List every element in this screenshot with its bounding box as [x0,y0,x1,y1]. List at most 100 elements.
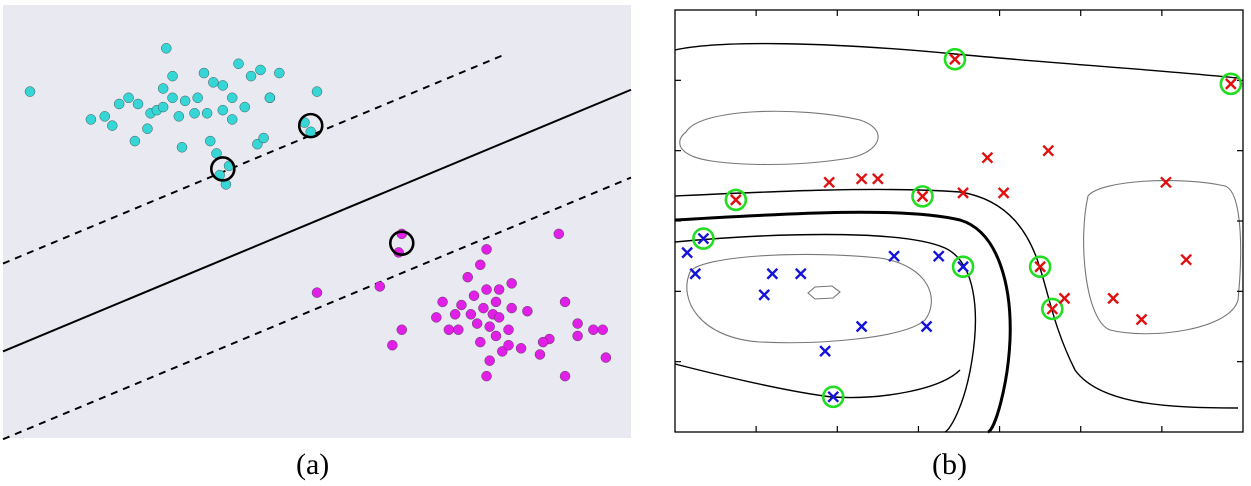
magenta-point [484,355,495,366]
panel-a-lines [2,53,632,441]
magenta-point [481,370,492,382]
support-vector-circle [724,188,748,212]
contour-thin-upper-left [679,110,879,166]
magenta-point [387,340,398,351]
decision-boundary-line [2,88,632,353]
magenta-point [456,299,467,311]
magenta-point [484,321,495,332]
red-cross-point [1058,292,1071,305]
support-vector-circle [1219,72,1243,96]
cross-stroke [920,320,933,333]
cross-stroke [758,289,771,301]
cyan-point [176,142,188,153]
panel-b-label: (b) [932,448,967,481]
cyan-point [198,67,210,79]
cross-stroke [1107,292,1120,305]
support-vector-circle [1028,255,1052,279]
red-cross-point [872,172,884,185]
magenta-point [522,305,533,317]
cross-stroke [855,320,868,333]
panel-a-plot [2,5,632,441]
cyan-point [123,92,134,103]
magenta-point [506,278,517,289]
magenta-point [481,284,492,295]
cyan-point [264,92,276,103]
red-cross-point [1224,78,1237,90]
cross-stroke [823,176,836,189]
cyan-point [217,80,229,91]
panel-b-contours [674,42,1242,434]
magenta-point [443,324,455,335]
cyan-point [208,77,219,88]
cyan-point [233,58,244,69]
red-cross-point [1160,176,1172,189]
contour-thin-right [1083,180,1242,335]
magenta-point [506,302,517,314]
red-cross-point [1135,313,1148,326]
magenta-point [503,340,514,351]
support-vector-circle [692,227,715,250]
blue-cross-point [689,267,702,280]
panel-b-points [681,47,1243,409]
magenta-point [475,259,486,270]
blue-cross-point [957,260,969,273]
blue-cross-point [697,232,710,245]
blue-cross-point [758,289,771,301]
support-vector-circle [1041,297,1064,321]
panel-b-plot [674,9,1244,434]
cyan-point [245,70,257,82]
red-cross-point [730,194,742,206]
magenta-point [600,352,612,363]
support-vector-circle [951,255,975,279]
magenta-point [431,312,442,323]
blue-cross-point [681,246,694,259]
cross-stroke [872,172,884,185]
magenta-point [465,309,477,320]
magenta-point [588,324,599,335]
magenta-point [597,324,608,335]
magenta-point [396,324,407,335]
red-cross-point [997,187,1010,199]
magenta-point [534,349,546,360]
red-cross-point [1180,253,1193,266]
red-cross-point [1046,303,1059,315]
blue-cross-point [819,345,831,357]
cross-stroke [957,187,969,199]
cyan-point [157,101,169,113]
magenta-point [515,343,527,354]
cross-stroke [1135,313,1148,326]
cyan-point [107,120,118,131]
cyan-point [311,86,323,97]
cross-stroke [1042,144,1055,157]
magenta-point [572,318,583,329]
cyan-point [167,70,178,82]
cyan-point [167,92,178,103]
cyan-point [85,114,97,125]
cyan-point [129,135,141,147]
cross-stroke [981,151,994,164]
support-vector-circle [943,47,967,71]
magenta-point [453,324,464,335]
cyan-point [205,135,216,147]
cross-stroke [766,267,779,280]
cyan-point [113,98,125,110]
magenta-point [374,281,385,292]
cross-stroke [827,390,840,403]
magenta-point [481,244,492,255]
cyan-point [161,43,172,54]
cross-stroke [697,232,710,245]
cross-stroke [1034,260,1046,273]
panel-b-ticks [675,10,1243,432]
support-vector-circle [911,185,934,208]
cyan-point [258,132,269,144]
cross-stroke [681,246,694,259]
magenta-point [311,287,323,298]
cross-stroke [997,187,1010,199]
magenta-point [475,336,486,348]
cross-stroke [855,172,868,185]
cross-stroke [932,250,945,263]
cyan-point [252,138,263,150]
cyan-point [192,92,203,103]
cyan-point [24,86,36,97]
cross-stroke [888,250,900,263]
